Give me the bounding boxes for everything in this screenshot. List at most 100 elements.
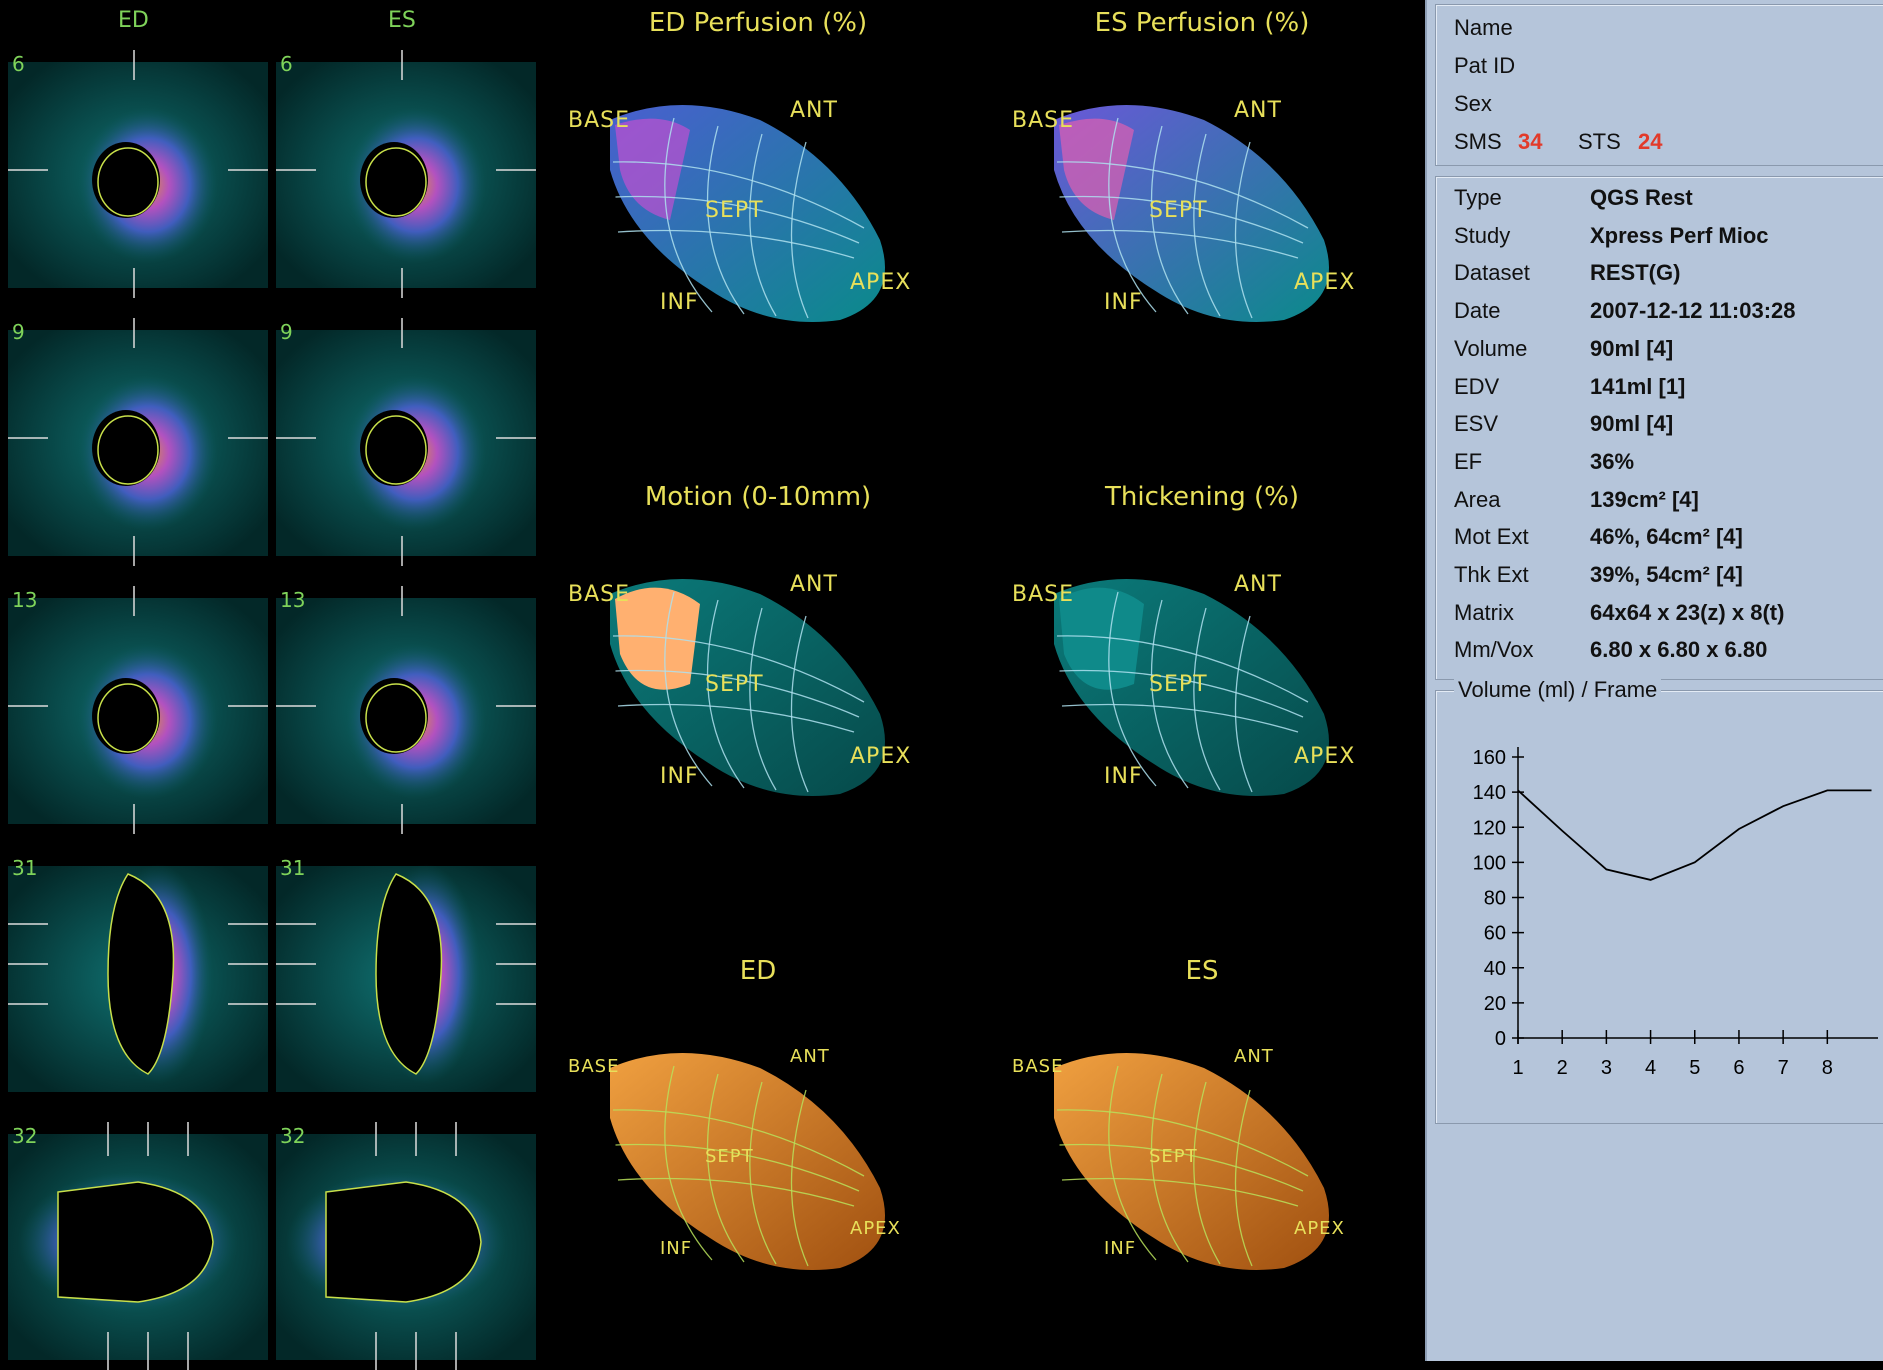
es-surface-title: ES [1185, 956, 1219, 986]
study-value: 90ml [4] [1590, 335, 1674, 361]
study-value: Xpress Perf Mioc [1590, 222, 1769, 248]
study-label: Thk Ext [1454, 562, 1529, 587]
ed-slice: 31 [8, 854, 268, 1102]
slice-number: 31 [280, 856, 306, 880]
study-label: Date [1454, 298, 1501, 324]
es-perfusion-title: ES Perfusion (%) [1094, 8, 1310, 38]
volume-graph: Volume (ml) / Frame 0 20 40 60 80 100 120 140 16… [1435, 677, 1883, 1124]
heart-model-5 [1054, 1053, 1329, 1270]
apex-label: APEX [1294, 270, 1356, 295]
sept-label: SEPT [1149, 672, 1208, 697]
slice-number: 6 [280, 52, 293, 76]
y-tick-label: 0 [1495, 1028, 1506, 1050]
sept-label: SEPT [705, 198, 764, 223]
base-label: BASE [568, 1056, 620, 1077]
inf-label: INF [1104, 1238, 1137, 1259]
y-tick-label: 60 [1484, 923, 1506, 945]
y-tick-label: 40 [1484, 958, 1506, 980]
apex-label: APEX [850, 744, 912, 769]
study-label: Area [1454, 486, 1501, 512]
study-label: Type [1454, 185, 1502, 210]
study-label: Matrix [1454, 599, 1514, 625]
sex-label: Sex [1454, 91, 1492, 116]
base-label: BASE [568, 582, 631, 607]
study-value: 36% [1590, 448, 1635, 474]
polar-3d-views: ED Perfusion (%) ES Perfusion (%) Motion… [540, 0, 1425, 1361]
ed-surface-title: ED [739, 956, 777, 986]
study-value: REST(G) [1590, 260, 1681, 286]
x-tick-label: 5 [1689, 1057, 1700, 1079]
study-value: 139cm² [4] [1590, 486, 1699, 512]
ant-label: ANT [790, 1046, 830, 1067]
ant-label: ANT [1234, 98, 1282, 123]
ed-perfusion-title: ED Perfusion (%) [648, 8, 868, 38]
slice-number: 13 [280, 588, 306, 612]
info-panel: Name Pat ID Sex SMS 34 STS 24 Type QGS Re… [1425, 0, 1883, 1361]
graph-title: Volume (ml) / Frame [1454, 677, 1662, 703]
y-tick-label: 120 [1473, 817, 1506, 839]
inf-label: INF [1104, 290, 1143, 315]
study-label: Mot Ext [1454, 524, 1529, 550]
y-tick-label: 20 [1484, 993, 1506, 1015]
apex-label: APEX [1294, 1218, 1345, 1239]
sept-label: SEPT [705, 1146, 754, 1167]
study-value: 141ml [1] [1590, 373, 1686, 399]
apex-label: APEX [1294, 744, 1356, 769]
sept-label: SEPT [1149, 1146, 1198, 1167]
study-label: ESV [1454, 411, 1499, 437]
name-label: Name [1454, 15, 1513, 40]
x-tick-label: 7 [1778, 1057, 1789, 1079]
ant-label: ANT [790, 572, 838, 597]
slice-number: 9 [280, 320, 293, 344]
study-box: Type QGS Rest Study Xpress Perf Mioc Dataset… [1435, 176, 1883, 680]
inf-label: INF [660, 764, 699, 789]
ed-slice: 9 [8, 318, 268, 566]
es-column-header: ES [388, 8, 416, 33]
motion-title: Motion (0-10mm) [644, 482, 872, 512]
es-slice: 31 [276, 854, 536, 1102]
study-value: 2007-12-12 11:03:28 [1590, 298, 1796, 324]
sts-label: STS [1578, 129, 1621, 154]
sept-label: SEPT [705, 672, 764, 697]
slice-images: ED ES 6 6 9 9 13 13 31 31 32 32 [0, 0, 540, 1370]
heart-model-3 [1054, 579, 1329, 796]
x-tick-label: 6 [1733, 1057, 1744, 1079]
ed-slice: 13 [8, 586, 268, 834]
slice-number: 6 [12, 52, 25, 76]
study-value: 46%, 64cm² [4] [1590, 524, 1743, 550]
study-label: Mm/Vox [1454, 637, 1534, 663]
x-tick-label: 8 [1822, 1057, 1833, 1079]
study-value: 64x64 x 23(z) x 8(t) [1590, 599, 1785, 625]
volume-chart: 0 20 40 60 80 100 120 140 160 1 2 3 4 5 6 7 8 [1473, 747, 1878, 1079]
es-slice: 13 [276, 586, 536, 834]
x-tick-label: 1 [1512, 1057, 1523, 1079]
y-tick-label: 80 [1484, 888, 1506, 910]
sms-label: SMS [1454, 129, 1502, 154]
ed-slice: 6 [8, 50, 268, 298]
study-label: Dataset [1454, 260, 1530, 286]
heart-model-4 [610, 1053, 885, 1270]
study-value: QGS Rest [1590, 185, 1693, 210]
slice-number: 32 [12, 1124, 38, 1148]
base-label: BASE [568, 108, 631, 133]
slice-number: 13 [12, 588, 38, 612]
apex-label: APEX [850, 270, 912, 295]
study-value: 90ml [4] [1590, 411, 1674, 437]
sts-value: 24 [1638, 129, 1663, 154]
sms-value: 34 [1518, 129, 1543, 154]
study-value: 6.80 x 6.80 x 6.80 [1590, 637, 1768, 663]
slice-number: 32 [280, 1124, 306, 1148]
slice-number: 9 [12, 320, 25, 344]
es-slice: 32 [276, 1122, 536, 1370]
y-tick-label: 140 [1473, 782, 1506, 804]
volume-series-line [1517, 789, 1872, 881]
base-label: BASE [1012, 108, 1075, 133]
patient-box: Name Pat ID Sex SMS 34 STS 24 [1435, 4, 1883, 166]
heart-model-2 [610, 579, 885, 796]
apex-label: APEX [850, 1218, 901, 1239]
inf-label: INF [1104, 764, 1143, 789]
ed-slice: 32 [8, 1122, 268, 1370]
x-tick-label: 4 [1645, 1057, 1656, 1079]
inf-label: INF [660, 290, 699, 315]
x-tick-label: 2 [1557, 1057, 1568, 1079]
